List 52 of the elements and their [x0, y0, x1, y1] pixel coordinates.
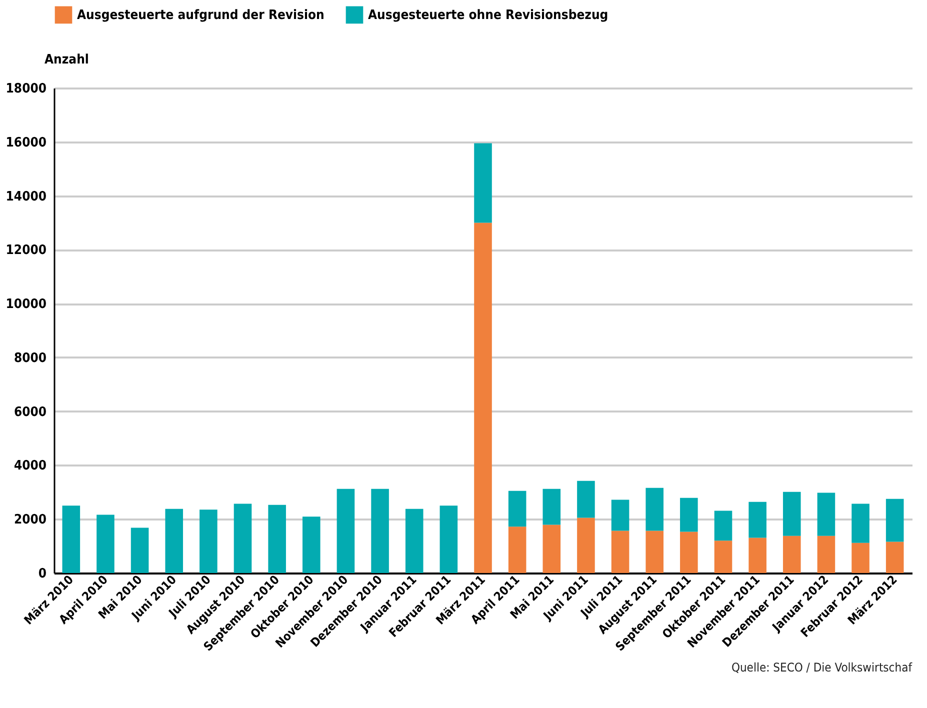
y-tick-label: 6000 [14, 404, 46, 420]
bar [234, 504, 252, 573]
bar [200, 510, 218, 573]
bar [130, 528, 149, 573]
y-tick-label: 10000 [6, 297, 46, 312]
bar [714, 540, 732, 573]
bar [886, 498, 904, 542]
y-tick-label: 16000 [6, 135, 46, 150]
bar [508, 490, 526, 527]
bar [96, 514, 114, 573]
bar [748, 538, 766, 573]
y-tick-label: 12000 [6, 243, 46, 258]
bar [817, 536, 836, 573]
bar [371, 488, 389, 573]
bar [646, 488, 664, 531]
bar [782, 492, 801, 536]
y-tick-label: 18000 [6, 82, 46, 96]
y-tick-label: 14000 [6, 189, 46, 204]
bar [817, 492, 836, 536]
bar [748, 502, 766, 538]
bar [680, 532, 698, 573]
bar [165, 508, 184, 573]
bar [577, 518, 595, 573]
bar [852, 504, 870, 543]
legend-label: Ausgesteuerte ohne Revisionsbezug [368, 8, 608, 23]
bar [714, 510, 732, 541]
bar [508, 526, 526, 573]
bar [405, 508, 424, 573]
y-tick-label: 8000 [14, 350, 46, 366]
legend-label: Ausgesteuerte aufgrund der Revision [77, 8, 324, 23]
y-tick-label: 0 [38, 566, 46, 582]
y-tick-label: 4000 [14, 458, 46, 474]
bar [474, 143, 492, 223]
y-tick-label: 2000 [14, 512, 46, 528]
y-axis-title: Anzahl [44, 52, 89, 68]
bar [62, 506, 80, 573]
bar [302, 516, 320, 573]
bar [852, 542, 870, 573]
bar [611, 530, 630, 573]
bar [577, 480, 595, 518]
bar [646, 530, 664, 573]
bar [782, 536, 801, 573]
bar [474, 222, 492, 573]
bar [680, 498, 698, 532]
bar [440, 506, 458, 573]
bar [542, 488, 561, 525]
bar [886, 542, 904, 573]
bar [611, 500, 630, 531]
bar [336, 488, 355, 573]
bar [268, 504, 286, 573]
source-note: Quelle: SECO / Die Volkswirtschaf [731, 660, 914, 674]
bar [542, 524, 561, 573]
